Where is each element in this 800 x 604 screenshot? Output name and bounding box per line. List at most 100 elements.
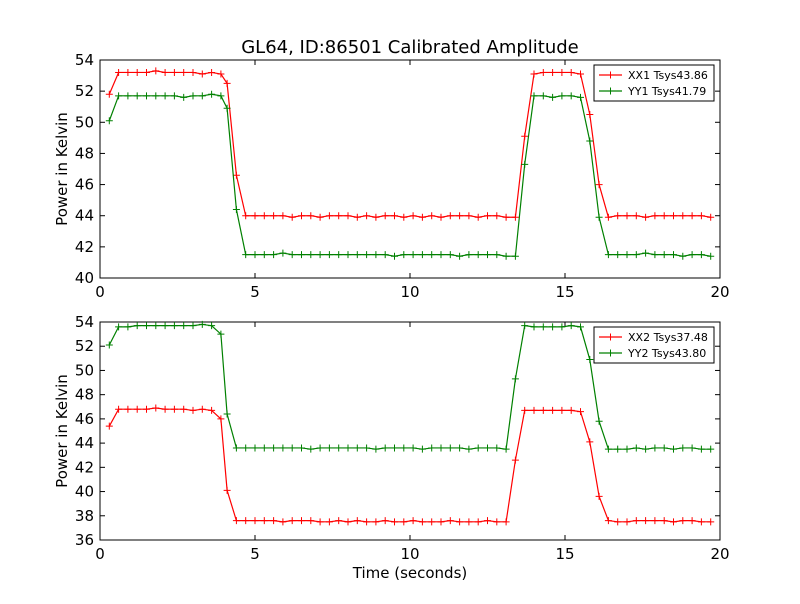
data-point — [595, 417, 603, 425]
data-point — [539, 92, 547, 100]
data-point — [223, 486, 231, 494]
y-tick-label: 52 — [75, 337, 94, 355]
data-point — [604, 213, 612, 221]
data-point — [474, 444, 482, 452]
x-tick-label: 10 — [400, 283, 419, 301]
data-point — [161, 322, 169, 330]
x-tick-label: 15 — [555, 545, 574, 563]
x-tick-label: 10 — [400, 545, 419, 563]
data-point — [115, 92, 123, 100]
legend-swatch-marker — [607, 349, 614, 357]
data-point — [270, 444, 278, 452]
data-point — [316, 444, 324, 452]
y-tick-label: 48 — [75, 144, 94, 162]
x-tick-label: 0 — [95, 283, 105, 301]
data-point — [105, 341, 113, 349]
data-point — [577, 70, 584, 78]
x-tick-label: 0 — [95, 545, 105, 563]
data-point — [446, 444, 454, 452]
data-point — [133, 68, 141, 76]
data-point — [152, 404, 160, 412]
data-point — [391, 212, 398, 220]
data-point — [632, 444, 640, 452]
data-point — [670, 212, 677, 220]
data-point — [372, 445, 380, 453]
data-point — [242, 517, 250, 525]
data-point — [260, 444, 268, 452]
data-point — [679, 444, 687, 452]
data-point — [567, 68, 575, 76]
data-point — [133, 322, 141, 330]
data-point — [170, 68, 178, 76]
data-point — [521, 160, 529, 168]
data-point — [335, 251, 343, 259]
data-point — [651, 517, 659, 525]
y-tick-label: 52 — [75, 82, 94, 100]
x-tick-label: 20 — [710, 545, 729, 563]
data-point — [437, 444, 445, 452]
data-point — [428, 251, 436, 259]
data-point — [251, 517, 259, 525]
data-point — [232, 205, 240, 213]
data-point — [124, 323, 132, 331]
data-point — [198, 320, 206, 328]
data-point — [484, 251, 491, 259]
data-point — [456, 518, 464, 526]
data-point — [232, 171, 240, 179]
data-point — [614, 212, 622, 220]
data-point — [697, 251, 705, 259]
data-point — [530, 70, 538, 78]
data-point — [353, 517, 361, 525]
data-point — [335, 444, 343, 452]
data-point — [270, 212, 278, 220]
data-point — [124, 405, 132, 413]
data-point — [344, 518, 352, 526]
data-point — [242, 212, 250, 220]
data-point — [288, 251, 296, 259]
y-tick-label: 50 — [75, 361, 94, 379]
y-tick-label: 48 — [75, 386, 94, 404]
data-point — [688, 517, 696, 525]
y-tick-label: 42 — [75, 458, 94, 476]
data-point — [381, 212, 389, 220]
data-point — [409, 212, 417, 220]
data-point — [456, 212, 464, 220]
data-point — [409, 517, 417, 525]
data-point — [549, 323, 557, 331]
data-point — [586, 111, 594, 118]
data-point — [208, 406, 216, 414]
y-tick-label: 50 — [75, 113, 94, 131]
data-point — [115, 405, 123, 413]
data-point — [298, 444, 305, 452]
data-point — [428, 518, 436, 526]
data-point — [484, 212, 491, 220]
y-tick-label: 36 — [75, 531, 94, 549]
data-point — [577, 323, 584, 331]
data-point — [539, 68, 547, 76]
chart-title: GL64, ID:86501 Calibrated Amplitude — [241, 37, 579, 58]
data-point — [307, 251, 315, 259]
data-point — [474, 251, 482, 259]
data-point — [217, 70, 225, 78]
data-point — [595, 213, 603, 221]
data-point — [189, 406, 197, 414]
data-point — [115, 68, 123, 76]
data-point — [381, 444, 389, 452]
data-point — [161, 405, 169, 413]
data-point — [586, 438, 594, 446]
data-point — [335, 212, 343, 220]
data-point — [502, 252, 510, 260]
data-point — [418, 251, 426, 259]
data-point — [133, 405, 141, 413]
data-point — [660, 444, 668, 452]
data-point — [381, 251, 389, 259]
data-point — [208, 68, 216, 76]
legend-entry: XX2 Tsys37.48 — [628, 331, 708, 344]
data-point — [418, 445, 426, 453]
data-point — [577, 93, 584, 101]
data-point — [511, 252, 519, 260]
y-tick-label: 46 — [75, 410, 94, 428]
data-point — [604, 517, 612, 525]
